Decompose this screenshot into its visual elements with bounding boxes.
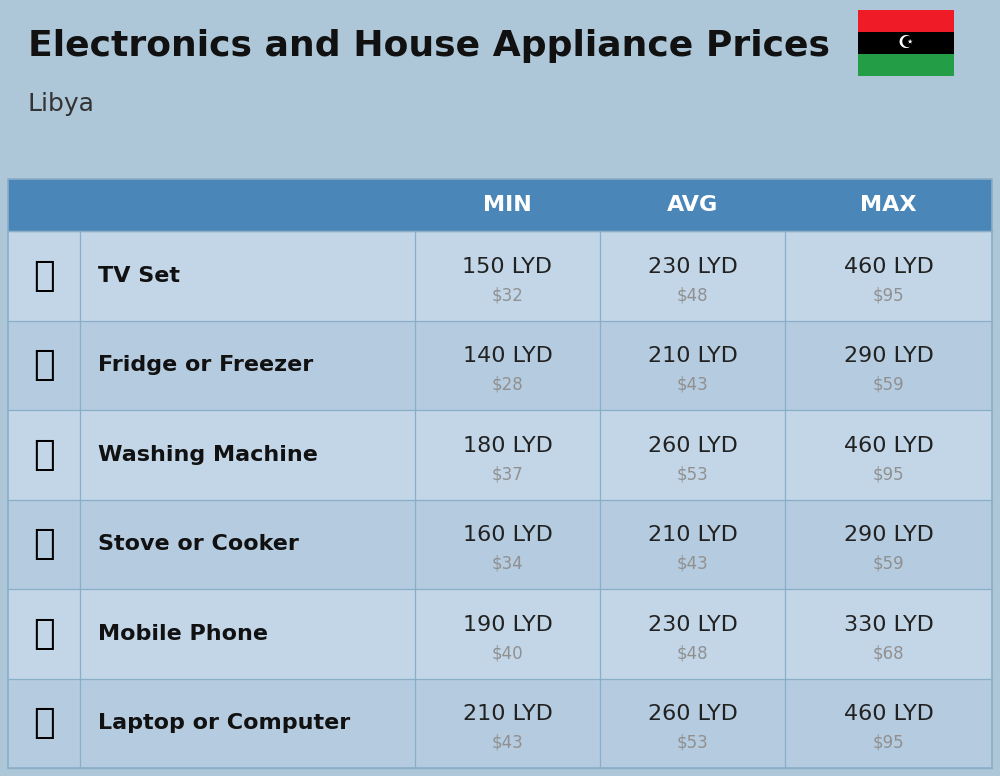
Text: AVG: AVG (667, 195, 718, 215)
Text: 290 LYD: 290 LYD (844, 346, 933, 366)
Text: 💻: 💻 (33, 706, 55, 740)
Bar (8, 410, 992, 500)
Text: $43: $43 (677, 555, 708, 573)
Text: 460 LYD: 460 LYD (844, 436, 933, 456)
Bar (8, 179, 992, 768)
Bar (8, 179, 992, 768)
Text: $59: $59 (873, 555, 904, 573)
Text: MIN: MIN (483, 195, 532, 215)
Text: $95: $95 (873, 286, 904, 304)
Text: 290 LYD: 290 LYD (844, 525, 933, 546)
Text: 230 LYD: 230 LYD (648, 257, 737, 277)
Bar (8, 678, 992, 768)
Text: Fridge or Freezer: Fridge or Freezer (98, 355, 313, 376)
Text: $68: $68 (873, 644, 904, 663)
Text: 460 LYD: 460 LYD (844, 257, 933, 277)
Text: 260 LYD: 260 LYD (648, 436, 737, 456)
Text: $34: $34 (492, 555, 523, 573)
Bar (858, 54, 954, 76)
Text: $40: $40 (492, 644, 523, 663)
Text: Washing Machine: Washing Machine (98, 445, 318, 465)
Text: $43: $43 (677, 376, 708, 394)
Text: MAX: MAX (860, 195, 917, 215)
Text: $37: $37 (492, 466, 523, 483)
Text: $32: $32 (492, 286, 523, 304)
Text: 210 LYD: 210 LYD (463, 705, 552, 724)
Text: 210 LYD: 210 LYD (648, 525, 737, 546)
Bar (8, 179, 992, 231)
Text: Laptop or Computer: Laptop or Computer (98, 713, 350, 733)
Text: 260 LYD: 260 LYD (648, 705, 737, 724)
Text: $95: $95 (873, 466, 904, 483)
Text: Libya: Libya (28, 92, 95, 116)
Text: 📺: 📺 (33, 258, 55, 293)
Text: 180 LYD: 180 LYD (463, 436, 552, 456)
Text: $53: $53 (677, 734, 708, 752)
Text: $48: $48 (677, 644, 708, 663)
Text: 190 LYD: 190 LYD (463, 615, 552, 635)
Text: Mobile Phone: Mobile Phone (98, 624, 268, 644)
Bar (858, 32, 954, 54)
Text: 📱: 📱 (33, 617, 55, 651)
Text: 210 LYD: 210 LYD (648, 346, 737, 366)
Text: 330 LYD: 330 LYD (844, 615, 933, 635)
Text: 460 LYD: 460 LYD (844, 705, 933, 724)
Text: 🧊: 🧊 (33, 348, 55, 383)
Text: 160 LYD: 160 LYD (463, 525, 552, 546)
Text: 140 LYD: 140 LYD (463, 346, 552, 366)
Text: $43: $43 (492, 734, 523, 752)
Bar (8, 589, 992, 678)
Text: 230 LYD: 230 LYD (648, 615, 737, 635)
Bar (8, 500, 992, 589)
Text: TV Set: TV Set (98, 265, 180, 286)
Bar (0, 0, 1000, 176)
Text: $48: $48 (677, 286, 708, 304)
Text: 🌀: 🌀 (33, 438, 55, 472)
Text: Electronics and House Appliance Prices: Electronics and House Appliance Prices (28, 29, 830, 63)
Text: $28: $28 (492, 376, 523, 394)
Bar (8, 231, 992, 320)
Text: $59: $59 (873, 376, 904, 394)
Text: 150 LYD: 150 LYD (462, 257, 552, 277)
Text: Stove or Cooker: Stove or Cooker (98, 534, 299, 554)
Bar (8, 320, 992, 410)
Bar (858, 10, 954, 32)
Text: $53: $53 (677, 466, 708, 483)
Text: 🔥: 🔥 (33, 527, 55, 561)
Text: $95: $95 (873, 734, 904, 752)
Text: ☪: ☪ (898, 34, 914, 52)
